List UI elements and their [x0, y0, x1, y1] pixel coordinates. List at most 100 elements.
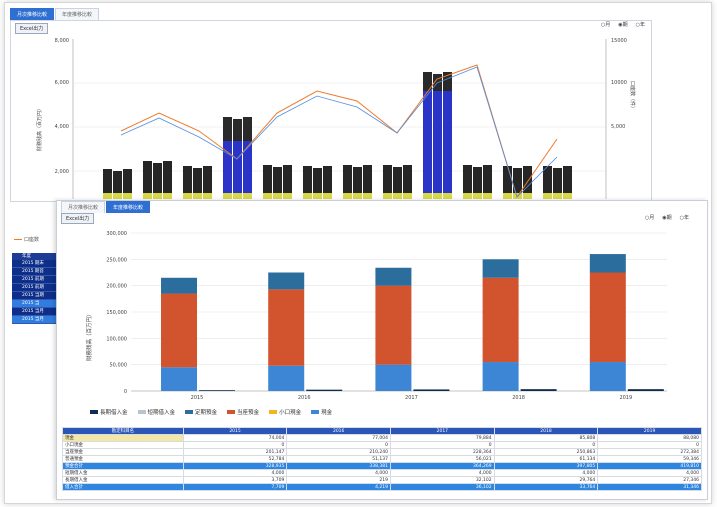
monthly-bar-segment [243, 193, 252, 199]
secondary-bar[interactable] [627, 389, 664, 391]
excel-export-button[interactable]: Excel出力 [15, 23, 49, 34]
table-header-cell[interactable]: 2019 [597, 427, 702, 435]
stacked-bar-segment[interactable] [589, 362, 626, 391]
table-cell: 419,810 [597, 462, 702, 470]
radio-term[interactable]: ◉期 [618, 22, 628, 28]
table-cell: 88,080 [597, 434, 702, 442]
secondary-bar[interactable] [413, 389, 450, 391]
legend-label: 小口現金 [279, 410, 302, 416]
stacked-bar-segment[interactable] [161, 293, 198, 368]
tab-yearly-2[interactable]: 年度推移比較 [106, 201, 151, 213]
left-list-row[interactable]: 2015 前期 [12, 276, 60, 284]
table-cell: 56,021 [390, 455, 495, 463]
table-header-cell[interactable]: 2017 [390, 427, 495, 435]
monthly-bar-segment [233, 193, 242, 199]
left-list-row[interactable]: 2015 期末 [12, 260, 60, 268]
table-row[interactable]: 当座預金 201,147 210,240 228,364 250,863 272,384 [62, 448, 702, 456]
legend-item[interactable]: 長期借入金 [90, 408, 128, 416]
table-header-cell[interactable]: 2016 [286, 427, 391, 435]
table-header-cell[interactable]: 勘定科目名 [62, 427, 184, 435]
stacked-bar-segment[interactable] [161, 367, 198, 391]
yearly-legend: 長期借入金 短期借入金 定期預金 当座預金 小口現金 現金 [90, 408, 332, 416]
table-header-cell[interactable]: 2018 [493, 427, 599, 435]
legend-item[interactable]: 小口現金 [269, 408, 301, 416]
tab-bar: 月次推移比較 年度推移比較 [10, 8, 100, 20]
x-tick-label: 2016 [298, 395, 311, 401]
monthly-bar-segment [123, 169, 132, 193]
stacked-bar-segment[interactable] [268, 289, 305, 366]
table-cell: 4,000 [597, 469, 702, 477]
secondary-bar[interactable] [306, 389, 343, 391]
monthly-bar-segment [473, 167, 482, 193]
table-row[interactable]: 借入合計 7,709 4,219 36,102 33,764 31,346 [62, 483, 702, 491]
table-row[interactable]: 普通預金 52,784 51,137 56,021 61,134 59,346 [62, 455, 702, 463]
tab-yearly[interactable]: 年度推移比較 [55, 8, 100, 20]
monthly-bar-segment [543, 193, 552, 199]
radio-year[interactable]: ○年 [635, 22, 645, 28]
table-cell: 32,102 [390, 476, 495, 484]
radio-year-2[interactable]: ○年 [679, 215, 689, 221]
monthly-bar-segment [513, 168, 522, 193]
legend-label: 定期預金 [195, 410, 218, 416]
series-line-blue [120, 66, 558, 198]
radio-month[interactable]: ○月 [600, 22, 611, 28]
stacked-bar-segment[interactable] [589, 254, 626, 273]
stacked-bar-segment[interactable] [375, 267, 412, 286]
stacked-bar-segment[interactable] [268, 272, 305, 290]
monthly-bar-segment [243, 117, 252, 141]
table-row[interactable]: 短期借入金 4,000 4,000 4,000 4,000 4,000 [62, 469, 702, 477]
legend-label: 長期借入金 [100, 410, 128, 416]
stacked-bar-segment[interactable] [482, 259, 519, 278]
stacked-bar-segment[interactable] [268, 365, 305, 391]
monthly-bar-segment [443, 72, 452, 91]
stacked-bar-segment[interactable] [161, 277, 198, 294]
legend-item[interactable]: 現金 [311, 408, 332, 416]
data-table: 勘定科目名 2015 2016 2017 2018 2019 現金 74,004 77,004… [62, 427, 702, 491]
left-list-row[interactable]: 2015 当月 [12, 308, 60, 316]
table-row[interactable]: 預金合計 328,935 338,381 364,269 397,805 419,810 [62, 462, 702, 470]
left-list-row[interactable]: 2015 期首 [12, 268, 60, 276]
monthly-bar-segment [183, 166, 192, 193]
stacked-bar-segment[interactable] [375, 364, 412, 391]
legend-item[interactable]: 定期預金 [185, 408, 217, 416]
table-row[interactable]: 長期借入金 3,709 219 32,102 29,764 27,346 [62, 476, 702, 484]
monthly-bar-segment [563, 166, 572, 193]
stacked-bar-segment[interactable] [482, 362, 519, 391]
monthly-bar-segment [383, 165, 392, 193]
left-list-row[interactable]: 2015 当 [12, 300, 60, 308]
legend-item[interactable]: 短期借入金 [137, 408, 175, 416]
left-list-row[interactable]: 2015 前期 [12, 284, 60, 292]
table-header-cell[interactable]: 2015 [182, 427, 288, 435]
y-tick-label: 100,000 [106, 336, 127, 342]
left-list-row[interactable]: 2015 当期 [12, 292, 60, 300]
monthly-bar-segment [193, 168, 202, 193]
table-row[interactable]: 小口現金 0 0 0 0 0 [62, 441, 702, 449]
legend-label: 当座預金 [237, 410, 260, 416]
left-axis: 8,000 6,000 4,000 2,000 財務残高（百万円） [36, 38, 74, 199]
monthly-bar-segment [503, 166, 512, 193]
excel-export-button-2[interactable]: Excel出力 [61, 213, 95, 224]
legend-item[interactable]: 当座預金 [227, 408, 259, 416]
secondary-bar[interactable] [199, 390, 236, 391]
monthly-bar-segment [323, 166, 332, 193]
table-cell-label: 普通預金 [62, 455, 184, 463]
secondary-bar[interactable] [520, 389, 557, 391]
radio-month-2[interactable]: ○月 [644, 215, 655, 221]
table-row[interactable]: 現金 74,004 77,004 79,884 85,808 88,080 [62, 434, 702, 442]
table-cell: 250,863 [493, 448, 599, 456]
stacked-bar-segment[interactable] [375, 285, 412, 365]
table-cell: 36,102 [390, 483, 495, 491]
table-cell: 33,764 [493, 483, 599, 491]
table-cell: 397,805 [493, 462, 599, 470]
tab-monthly-2[interactable]: 月次推移比較 [61, 201, 106, 213]
monthly-bar-segment [303, 166, 312, 193]
left-list-row[interactable]: 2015 当月 [12, 316, 60, 324]
stacked-bar-segment[interactable] [482, 277, 519, 363]
stacked-bar-segment[interactable] [589, 272, 626, 363]
period-radio-group-2: ○月 ◉期 ○年 [645, 214, 689, 221]
monthly-bar-segment [463, 165, 472, 193]
monthly-bar-segment [303, 193, 312, 199]
tab-monthly[interactable]: 月次推移比較 [10, 8, 55, 20]
radio-term-2[interactable]: ◉期 [662, 215, 672, 221]
monthly-bar-segment [163, 161, 172, 193]
